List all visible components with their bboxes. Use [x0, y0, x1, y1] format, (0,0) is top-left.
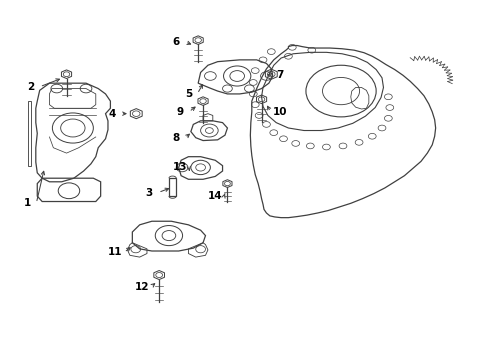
- Text: 3: 3: [145, 188, 153, 198]
- Text: 6: 6: [172, 37, 180, 47]
- Text: 2: 2: [27, 82, 35, 92]
- Text: 8: 8: [172, 133, 180, 143]
- Text: 4: 4: [108, 109, 115, 119]
- Text: 5: 5: [184, 89, 192, 99]
- Text: 11: 11: [108, 247, 122, 257]
- Text: 13: 13: [173, 162, 187, 172]
- Text: 14: 14: [207, 191, 222, 201]
- Text: 12: 12: [135, 282, 149, 292]
- Text: 9: 9: [176, 107, 183, 117]
- Text: 1: 1: [24, 198, 31, 208]
- Text: 7: 7: [275, 70, 283, 80]
- Text: 10: 10: [272, 107, 286, 117]
